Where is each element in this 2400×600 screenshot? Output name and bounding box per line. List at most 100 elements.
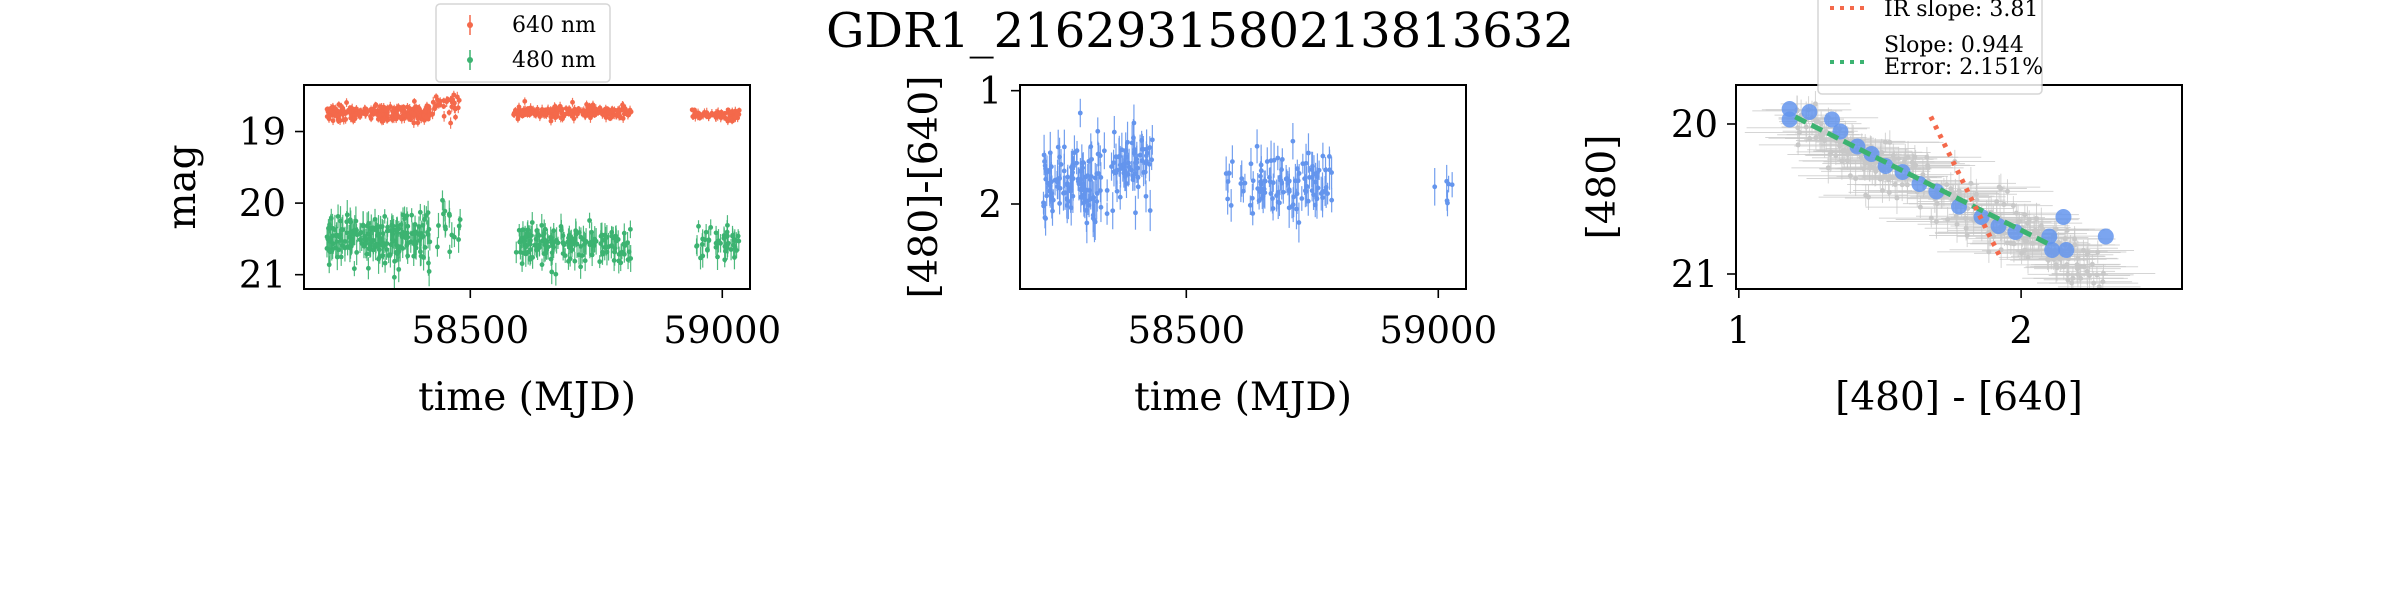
data-point bbox=[736, 239, 741, 244]
data-point bbox=[1112, 130, 1117, 135]
data-point bbox=[1051, 198, 1056, 203]
data-point bbox=[1048, 150, 1053, 155]
data-point bbox=[1329, 198, 1334, 203]
color-curve-xlabel: time (MJD) bbox=[1134, 375, 1352, 420]
data-point bbox=[1098, 175, 1103, 180]
data-point bbox=[1044, 193, 1049, 198]
binned-point bbox=[2055, 209, 2071, 225]
data-point bbox=[1230, 159, 1235, 164]
data-point bbox=[567, 106, 572, 111]
data-point bbox=[614, 239, 619, 244]
data-point bbox=[450, 98, 455, 103]
x-tick-label: 59000 bbox=[663, 309, 781, 352]
data-point bbox=[1225, 197, 1230, 202]
data-point bbox=[1280, 157, 1285, 162]
data-point bbox=[342, 109, 347, 114]
data-point bbox=[412, 99, 417, 104]
data-point bbox=[325, 114, 330, 119]
data-point bbox=[456, 237, 461, 242]
data-point bbox=[1050, 209, 1055, 214]
data-point bbox=[1887, 140, 1892, 145]
data-point bbox=[590, 253, 595, 258]
data-point bbox=[377, 254, 382, 259]
data-point bbox=[528, 255, 533, 260]
data-point bbox=[1796, 142, 1801, 147]
data-point bbox=[2058, 257, 2063, 262]
data-point bbox=[1239, 176, 1244, 181]
data-point bbox=[1133, 210, 1138, 215]
data-point bbox=[376, 117, 381, 122]
data-point bbox=[626, 113, 631, 118]
data-point bbox=[573, 228, 578, 233]
data-point bbox=[405, 105, 410, 110]
legend-ir-slope-label: IR slope: 3.81 bbox=[1884, 0, 2038, 22]
data-point bbox=[1304, 189, 1309, 194]
data-point bbox=[525, 231, 530, 236]
data-point bbox=[416, 111, 421, 116]
data-point bbox=[390, 237, 395, 242]
data-point bbox=[421, 223, 426, 228]
data-point bbox=[1828, 152, 1833, 157]
data-point bbox=[414, 246, 419, 251]
light-curve-ylabel: mag bbox=[160, 144, 205, 229]
data-point bbox=[540, 262, 545, 267]
light-curve-panel: 58500 59000192021 time (MJD) mag 640 nm 4… bbox=[160, 4, 781, 420]
data-point bbox=[732, 255, 737, 260]
data-point bbox=[1130, 141, 1135, 146]
data-point bbox=[561, 241, 566, 246]
data-point bbox=[1300, 161, 1305, 166]
data-point bbox=[1141, 170, 1146, 175]
data-point bbox=[1251, 178, 1256, 183]
data-point bbox=[1123, 149, 1128, 154]
data-point bbox=[1894, 196, 1899, 201]
y-tick-label: 19 bbox=[239, 111, 286, 154]
data-point bbox=[1132, 147, 1137, 152]
data-point bbox=[597, 259, 602, 264]
data-point bbox=[588, 112, 593, 117]
color-magnitude-data-layer bbox=[1745, 91, 2155, 300]
data-point bbox=[1853, 176, 1858, 181]
data-point bbox=[1110, 208, 1115, 213]
data-point bbox=[723, 244, 728, 249]
data-point bbox=[345, 212, 350, 217]
data-point bbox=[422, 109, 427, 114]
data-point bbox=[1998, 186, 2003, 191]
color-curve-ylabel: [480]-[640] bbox=[902, 76, 947, 299]
data-point bbox=[729, 247, 734, 252]
data-point bbox=[1105, 188, 1110, 193]
y-tick-label: 20 bbox=[239, 182, 286, 225]
data-point bbox=[694, 244, 699, 249]
data-point bbox=[1258, 174, 1263, 179]
data-point bbox=[566, 259, 571, 264]
data-point bbox=[443, 227, 448, 232]
data-point bbox=[366, 221, 371, 226]
data-point bbox=[583, 240, 588, 245]
data-point bbox=[1123, 174, 1128, 179]
data-point bbox=[570, 100, 575, 105]
data-point bbox=[378, 238, 383, 243]
data-point bbox=[349, 106, 354, 111]
data-point bbox=[1249, 161, 1254, 166]
y-tick-label: 21 bbox=[239, 254, 286, 297]
data-point bbox=[1274, 193, 1279, 198]
data-point bbox=[693, 111, 698, 116]
data-point bbox=[1316, 186, 1321, 191]
data-point bbox=[1296, 220, 1301, 225]
data-point bbox=[426, 210, 431, 215]
data-point bbox=[1085, 173, 1090, 178]
data-point bbox=[371, 248, 376, 253]
light-curve-xlabel: time (MJD) bbox=[418, 375, 636, 420]
data-point bbox=[1291, 202, 1296, 207]
data-point bbox=[449, 233, 454, 238]
data-point bbox=[1306, 151, 1311, 156]
light-curve-legend: 640 nm 480 nm bbox=[436, 4, 610, 82]
data-point bbox=[628, 108, 633, 113]
data-point bbox=[333, 106, 338, 111]
x-tick-label: 1 bbox=[1727, 309, 1751, 352]
data-point bbox=[1045, 170, 1050, 175]
legend-480-label: 480 nm bbox=[512, 48, 596, 73]
color-magnitude-panel: 1 22021 [480] - [640] [480] IR slope: 3.8… bbox=[1580, 0, 2182, 420]
data-point bbox=[598, 106, 603, 111]
data-point bbox=[572, 108, 577, 113]
data-point bbox=[1313, 180, 1318, 185]
